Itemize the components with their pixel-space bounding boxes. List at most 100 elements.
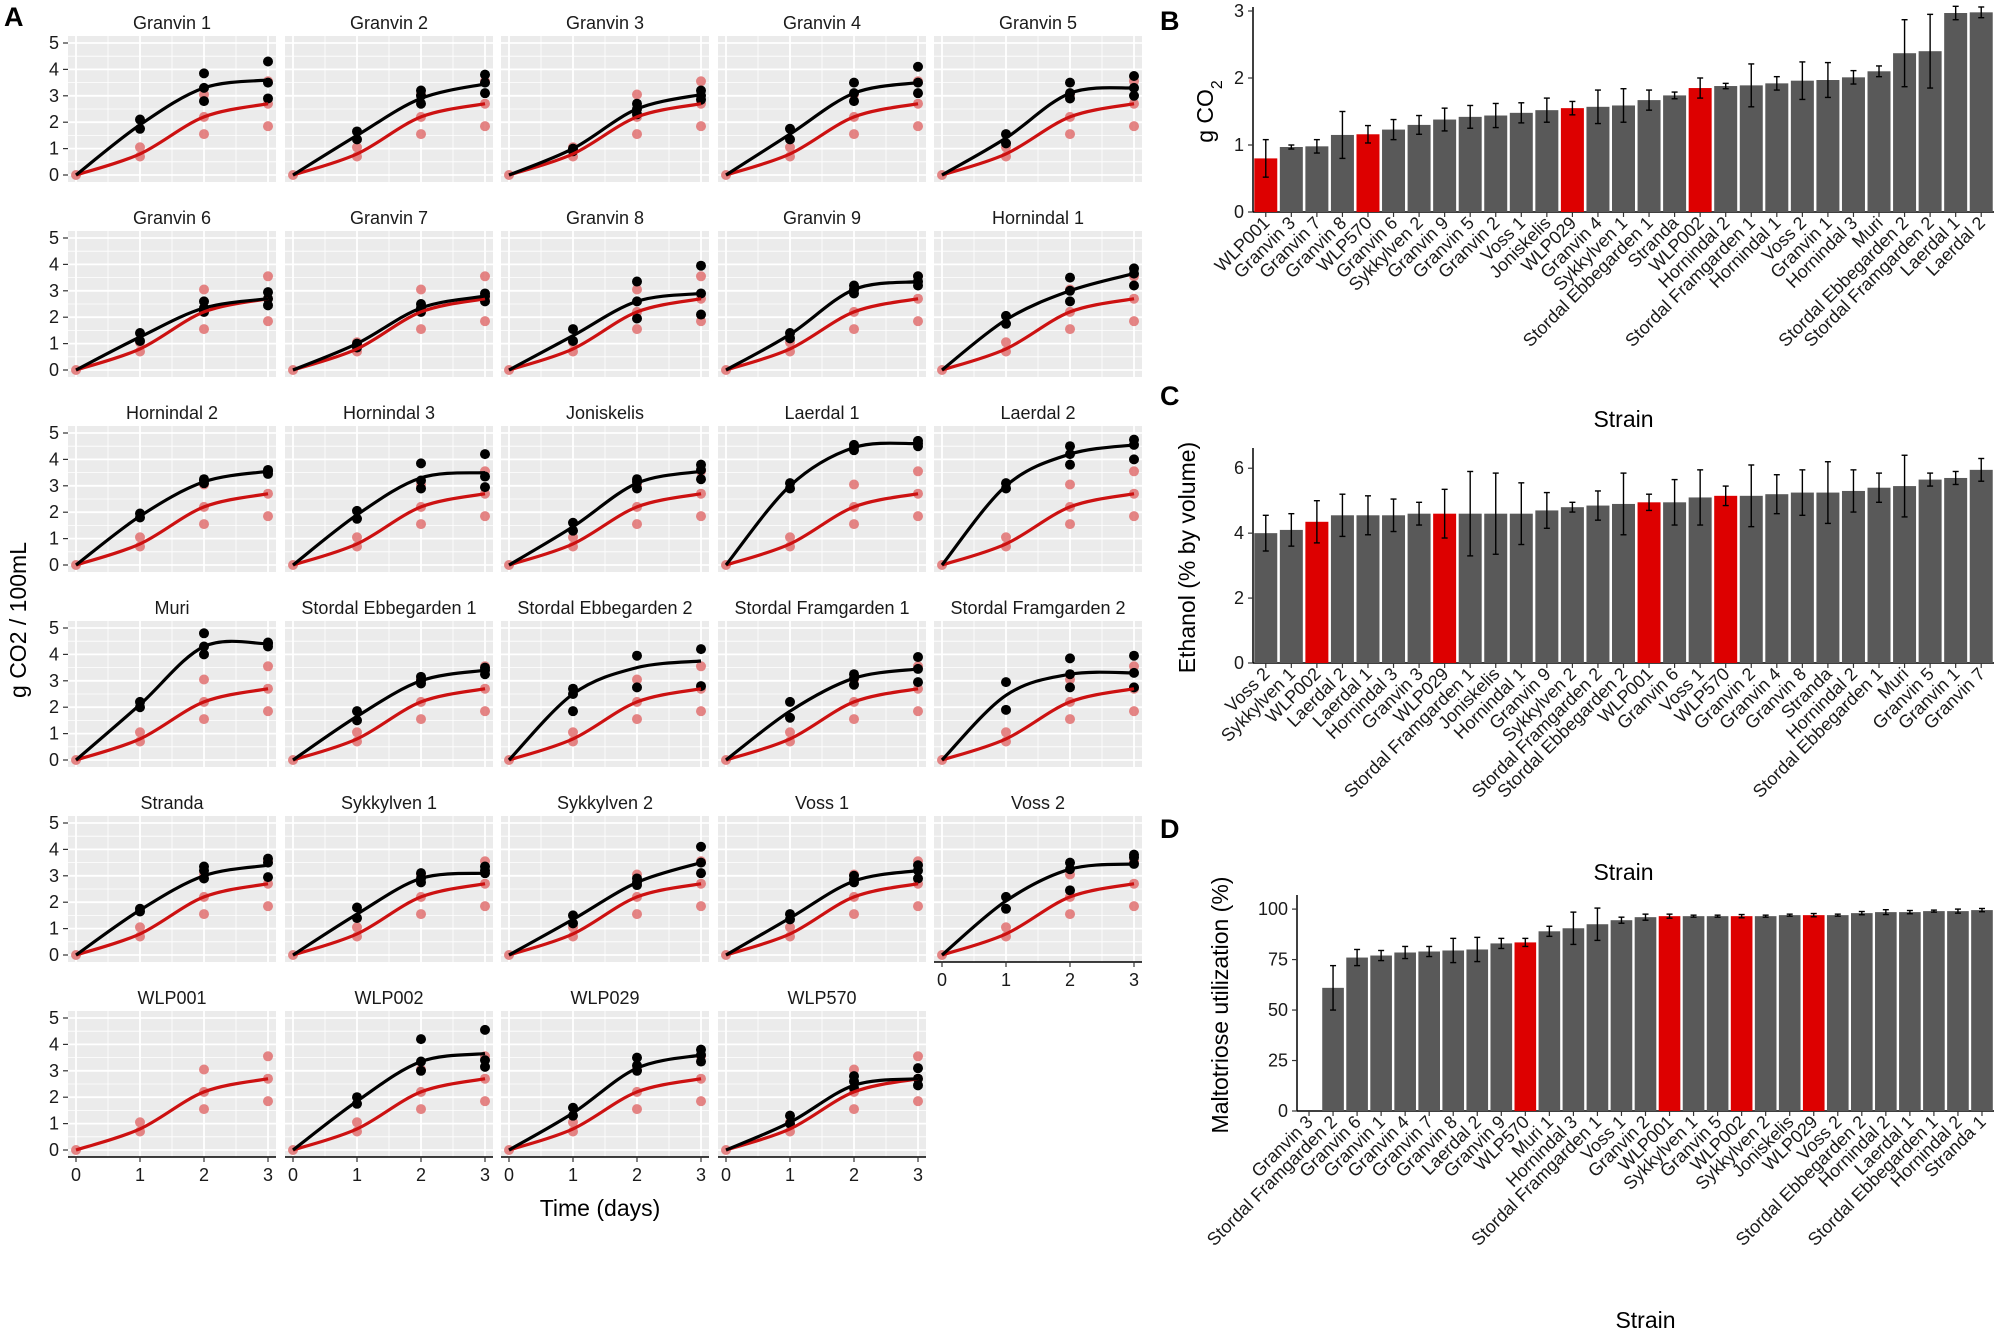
y-tick-label: 1 [49,139,59,159]
strain-point [480,88,490,99]
y-tick-label: 4 [1234,523,1244,543]
x-tick-label: 2 [849,1165,859,1185]
facet-title: Granvin 5 [999,13,1077,33]
reference-point [263,661,273,672]
reference-point [785,142,795,153]
bar-granvin-1 [1944,477,1968,663]
bar-stordal-ebbegarden-2 [1612,503,1635,663]
bar-granvin-2 [1739,495,1763,663]
strain-point [1001,903,1011,914]
y-tick-label: 4 [49,59,59,79]
y-tick-label: 0 [49,555,59,575]
facet-title: WLP001 [137,988,206,1008]
reference-curve [941,492,1135,567]
reference-curve [75,687,269,762]
facet-stordal-framgarden-1: Stordal Framgarden 1 [718,598,926,767]
bar-muri [1893,486,1917,663]
strain-curve [941,86,1135,177]
y-tick-label: 5 [49,813,59,833]
bar-granvin-9 [1433,119,1457,212]
strain-point [199,296,209,307]
bar-wlp001 [1637,502,1661,663]
reference-point [849,129,859,140]
facet-title: Stordal Ebbegarden 1 [301,598,476,618]
y-tick-label: 0 [1234,653,1244,673]
x-tick-label: 0 [288,1165,298,1185]
y-tick-label: 0 [1234,202,1244,222]
strain-point [480,69,490,80]
strain-point [849,96,859,107]
y-tick-label: 1 [49,724,59,744]
reference-point [199,1104,209,1115]
facet-title: Granvin 2 [350,13,428,33]
facet-granvin-3: Granvin 3 [501,13,709,182]
bar-joniskelis [1778,915,1801,1111]
reference-point [632,909,642,920]
strain-point [696,85,706,96]
reference-point [913,466,923,477]
facet-wlp002: WLP002 0 1 2 3 [285,988,493,1185]
facet-muri: Muri 0 1 2 3 4 5 [49,598,276,770]
strain-point [199,96,209,107]
reference-curve [508,102,702,177]
reference-point [480,901,490,912]
reference-point [632,324,642,335]
bar-joniskelis [1535,110,1559,212]
strain-point [568,324,578,335]
bar-stranda-1 [1971,910,1993,1111]
panel-letter-c: C [1160,381,1180,411]
reference-curve [75,492,269,567]
strain-point [480,861,490,872]
bar-laerdal-1 [1356,515,1380,663]
strain-point [263,872,273,883]
reference-point [199,1064,209,1075]
strain-point [1065,441,1075,452]
reference-point [199,324,209,335]
reference-point [849,519,859,530]
y-tick-label: 100 [1258,899,1288,919]
strain-point [480,1055,490,1066]
facet-title: Granvin 1 [133,13,211,33]
x-tick-label: 2 [416,1165,426,1185]
reference-point [632,519,642,530]
facet-title: Voss 2 [1011,793,1065,813]
reference-point [632,284,642,295]
reference-point [696,76,706,87]
strain-point [480,482,490,493]
reference-curve [508,1077,702,1152]
reference-point [632,674,642,685]
reference-curve [75,102,269,177]
bar-granvin-5 [1458,116,1482,212]
bar-muri-1 [1538,931,1561,1111]
strain-point [1065,682,1075,693]
reference-point [263,1096,273,1107]
facet-title: Hornindal 1 [992,208,1084,228]
strain-curve [940,443,1135,567]
facet-title: WLP570 [787,988,856,1008]
strain-point [263,853,273,864]
strain-point [1129,667,1139,678]
reference-curve [941,687,1135,762]
reference-point [913,706,923,717]
facet-voss-1: Voss 1 [718,793,926,962]
reference-point [1065,909,1075,920]
bar-granvin-8 [1330,134,1354,212]
reference-curve [725,492,919,567]
strain-curve [724,441,919,567]
y-tick-label: 5 [49,228,59,248]
strain-point [696,868,706,879]
facet-title: Laerdal 1 [784,403,859,423]
reference-point [352,922,362,933]
reference-curve [725,102,919,177]
strain-curve [292,294,486,372]
strain-point [416,1065,426,1076]
reference-point [632,714,642,725]
bar-voss-2 [1254,533,1278,663]
x-axis-title: Strain [1593,406,1653,432]
bar-sykkylven-2 [1754,916,1777,1111]
strain-point [199,68,209,79]
y-tick-label: 5 [49,33,59,53]
reference-point [199,909,209,920]
